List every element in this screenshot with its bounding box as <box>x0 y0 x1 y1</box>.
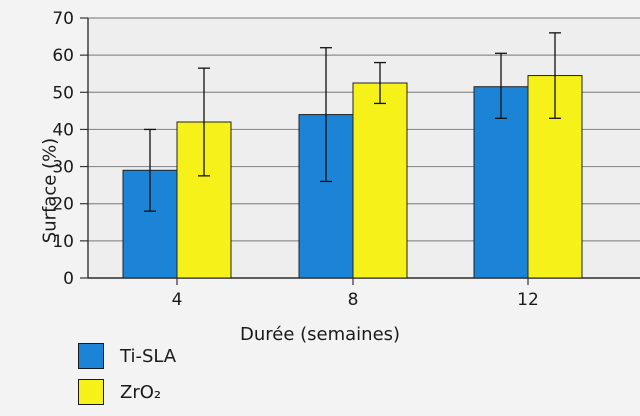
y-tick-label: 0 <box>63 269 74 289</box>
x-tick-label: 4 <box>172 290 183 310</box>
y-tick-label: 60 <box>52 46 74 66</box>
bar-zro--8 <box>352 82 408 279</box>
x-tick-label: 8 <box>348 290 359 310</box>
legend-swatch-ti-sla <box>78 343 104 369</box>
y-tick-label: 50 <box>52 83 74 103</box>
legend-swatch-zro2 <box>78 379 104 405</box>
y-tick-label: 40 <box>52 120 74 140</box>
legend-label-zro2: ZrO₂ <box>120 381 162 403</box>
y-tick-label: 20 <box>52 195 74 215</box>
y-tick-label: 10 <box>52 232 74 252</box>
legend: Ti-SLA ZrO₂ <box>78 343 176 405</box>
legend-item-zro2: ZrO₂ <box>78 379 176 405</box>
y-tick-label: 70 <box>52 9 74 29</box>
x-axis-title: Durée (semaines) <box>240 324 401 345</box>
y-axis-title: Surface (%) <box>39 137 61 244</box>
x-tick-label: 12 <box>517 290 539 310</box>
legend-item-ti-sla: Ti-SLA <box>78 343 176 369</box>
y-tick-label: 30 <box>52 158 74 178</box>
legend-label-ti-sla: Ti-SLA <box>120 345 177 367</box>
